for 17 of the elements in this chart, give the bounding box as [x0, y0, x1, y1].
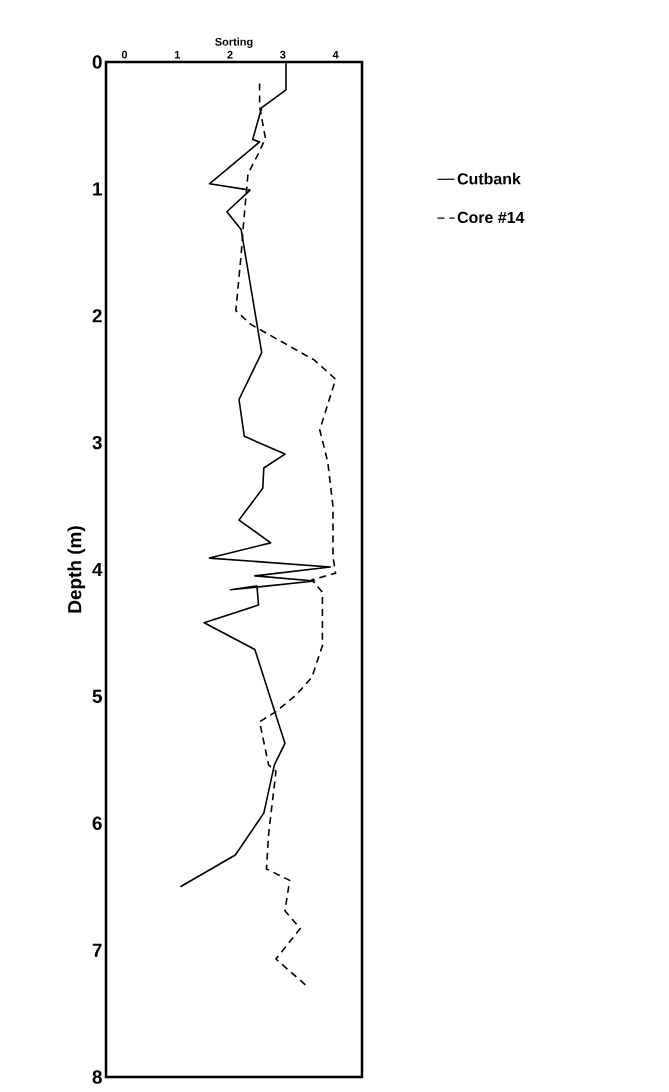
x-tick-label: 0: [121, 50, 128, 59]
legend-label: Cutbank: [457, 172, 521, 185]
y-tick-label: 7: [92, 943, 102, 957]
y-tick-label: 5: [92, 689, 102, 703]
y-tick-label: 2: [92, 309, 102, 323]
y-tick-label: 1: [93, 182, 102, 196]
x-tick-label: 2: [227, 50, 233, 59]
y-tick-label: 8: [92, 1070, 102, 1084]
x-tick-label: 1: [174, 50, 180, 59]
y-axis-title: Depth (m): [67, 526, 86, 613]
y-tick-label: 3: [92, 435, 102, 450]
x-axis-title: Sorting: [215, 37, 253, 48]
y-tick-label: 6: [92, 816, 102, 830]
y-tick-label: 4: [92, 563, 103, 577]
x-tick-label: 4: [332, 50, 339, 59]
x-tick-label: 3: [280, 50, 286, 59]
legend-label: Core #14: [457, 211, 525, 224]
